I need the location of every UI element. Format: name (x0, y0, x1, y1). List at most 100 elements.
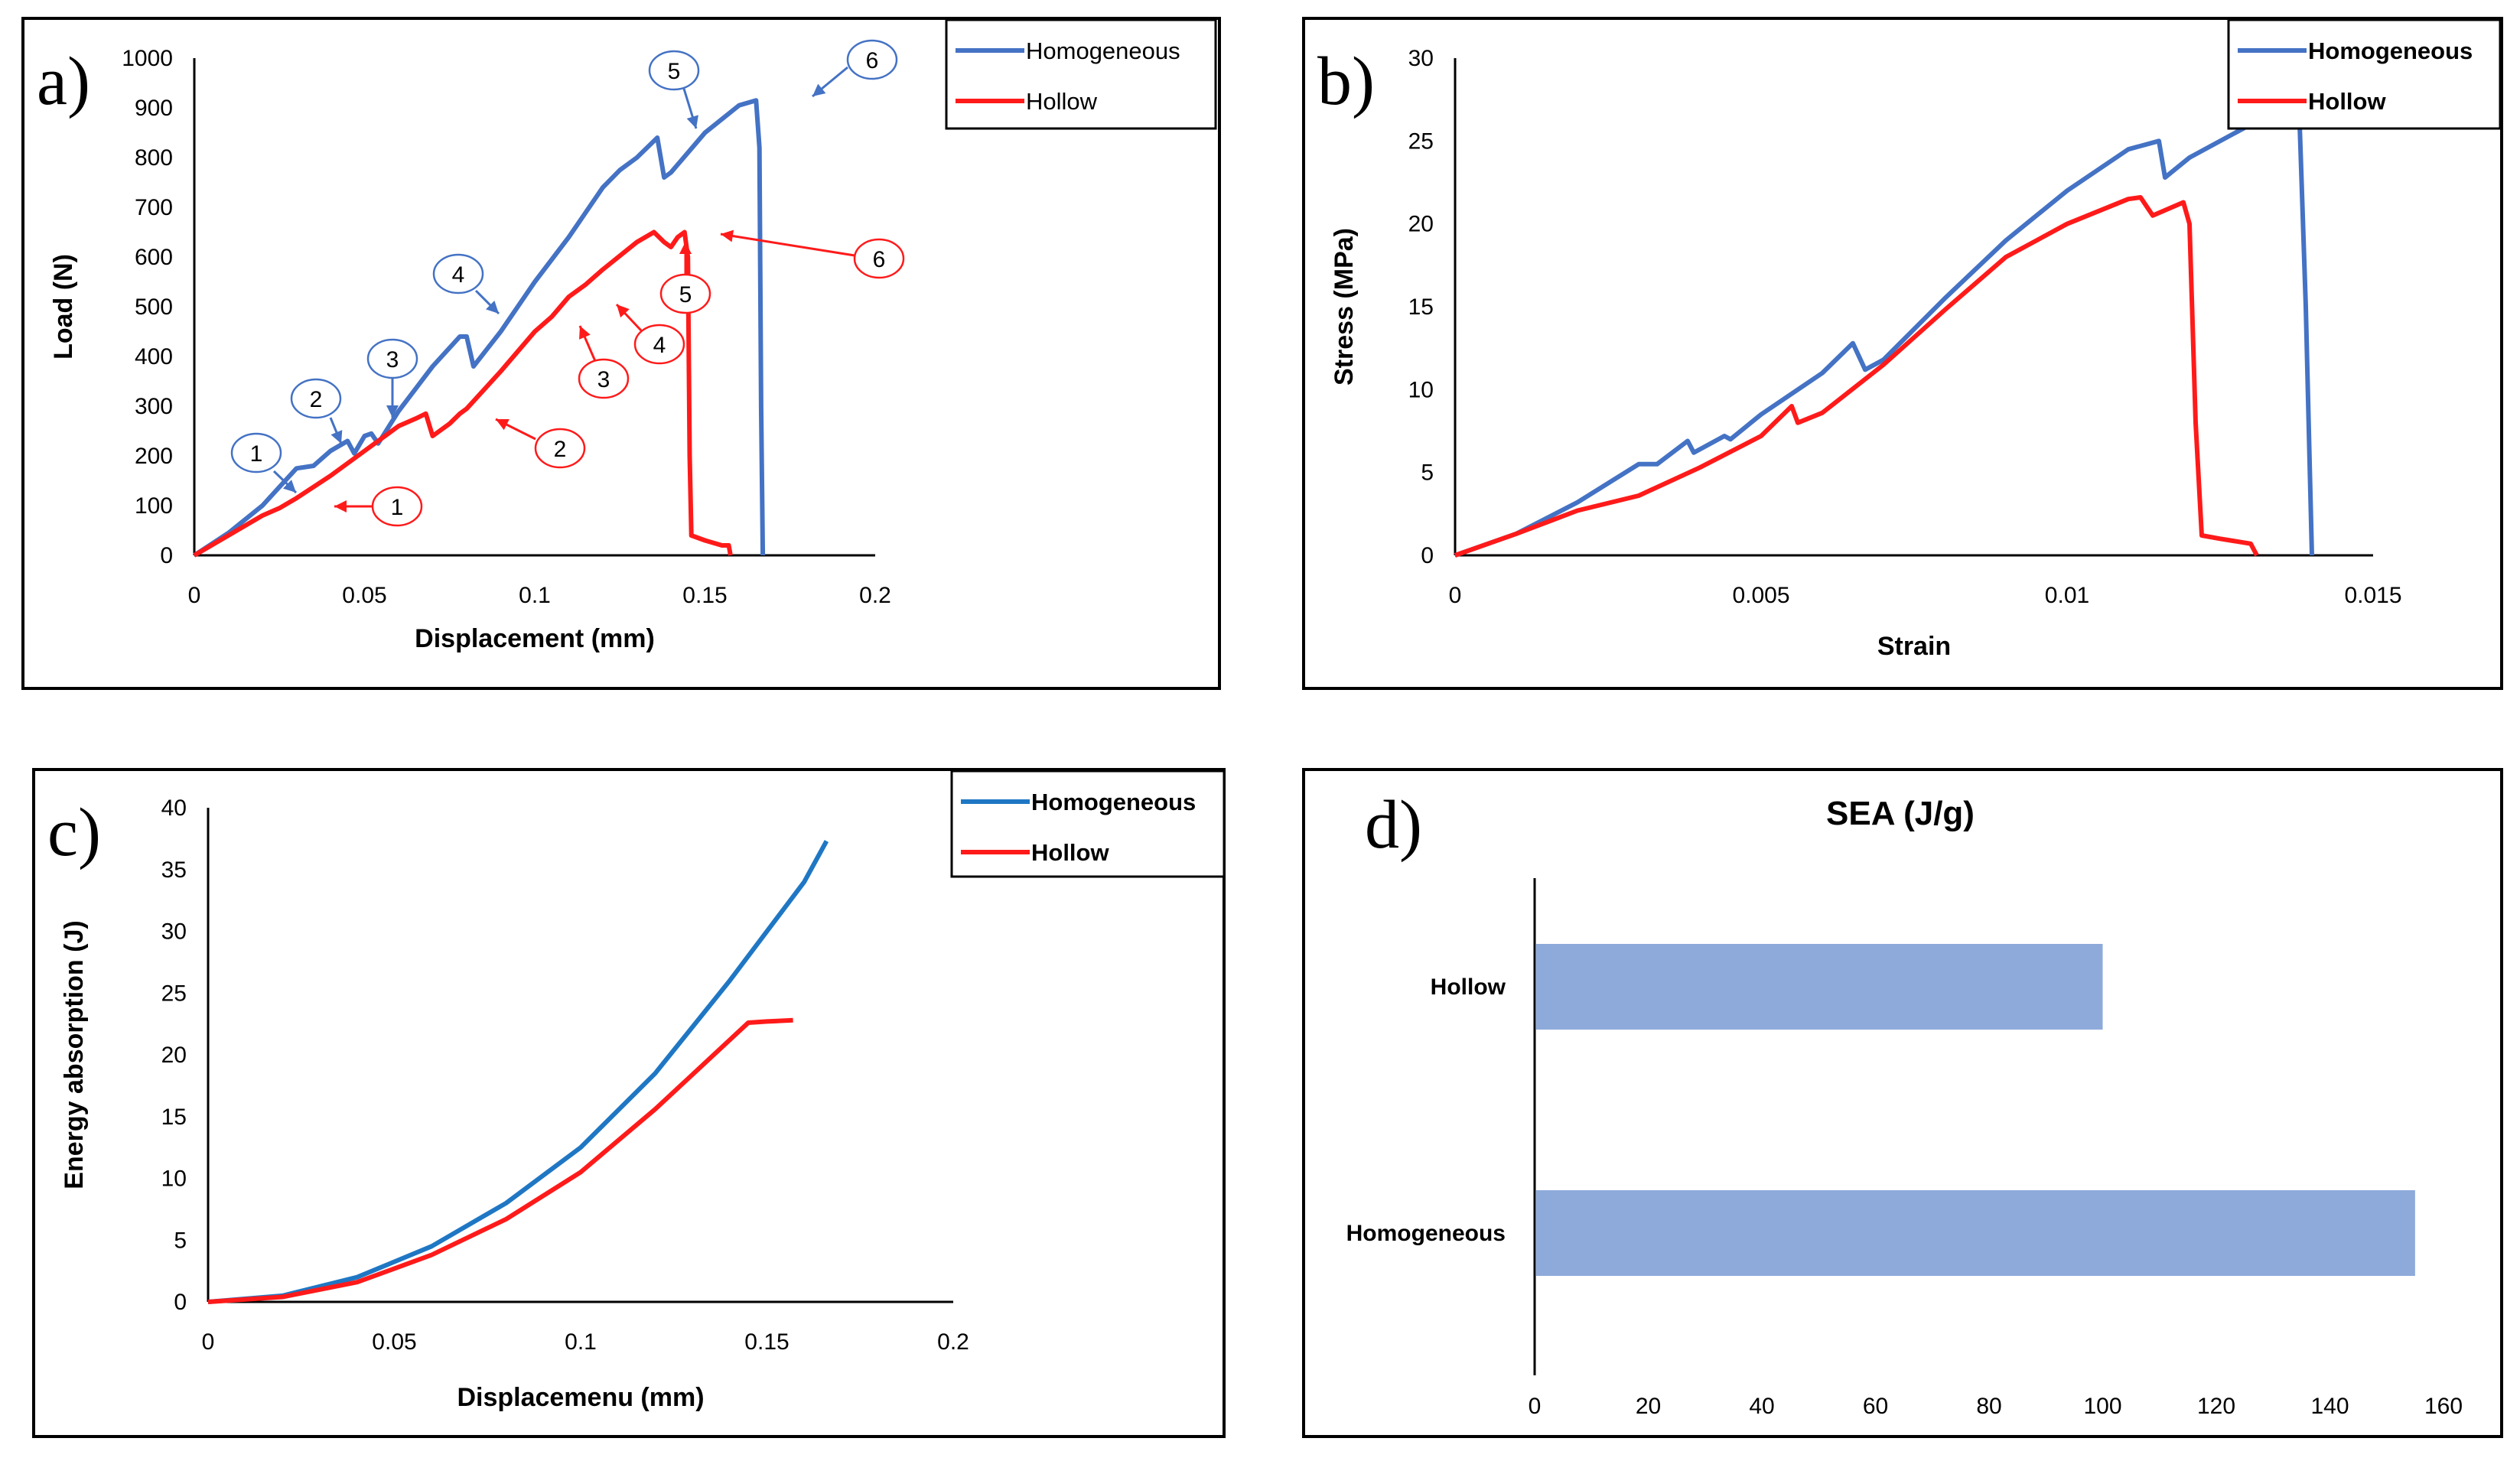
panel-c-energy-absorption: 0 5 10 15 20 25 30 35 40 0 0.05 0.1 0.15 0.2 Displacem… (32, 768, 1226, 1438)
y-tick-label: 400 (135, 344, 173, 369)
category-label: Homogeneous (1346, 1221, 1506, 1246)
y-tick-label: 100 (135, 493, 173, 519)
panel-label: d) (1365, 787, 1422, 863)
y-tick-label: 20 (161, 1043, 187, 1068)
legend-label: Hollow (2308, 88, 2386, 115)
x-tick-label: 0 (1449, 583, 1462, 608)
annotation-arrow-head (579, 326, 591, 340)
annotation-label: 3 (597, 367, 610, 392)
x-axis-label: Displacement (mm) (415, 624, 655, 653)
annotation-arrow-head (721, 229, 734, 242)
panel-label: b) (1317, 44, 1375, 119)
x-tick-label: 160 (2424, 1394, 2463, 1419)
x-tick-label: 0.005 (1732, 583, 1789, 608)
panel-label: c) (47, 795, 101, 870)
legend-box (945, 18, 1217, 130)
annotation-arrow-head (496, 419, 510, 431)
y-tick-label: 5 (174, 1228, 187, 1253)
annotation-arrow-head (334, 500, 347, 512)
x-axis-label: Strain (1877, 632, 1951, 661)
y-tick-label: 40 (161, 796, 187, 821)
annotation-circle (534, 428, 586, 469)
legend-box (2227, 18, 2502, 130)
y-tick-label: 30 (1408, 46, 1434, 71)
y-tick-label: 1000 (122, 46, 173, 71)
bar-homogeneous (1536, 1190, 2415, 1276)
annotation-label: 2 (310, 387, 323, 412)
y-tick-label: 15 (161, 1105, 187, 1130)
y-tick-label: 20 (1408, 212, 1434, 237)
annotation-arrow-head (486, 301, 499, 314)
y-tick-label: 10 (1408, 377, 1434, 402)
annotation-circle (578, 358, 630, 399)
legend-label: Homogeneous (1031, 789, 1196, 815)
y-axis-label: Load (N) (49, 254, 78, 360)
annotation-label: 5 (668, 59, 681, 84)
chart-c-svg: 0 5 10 15 20 25 30 35 40 0 0.05 0.1 0.15 0.2 Displacem… (47, 770, 1226, 1412)
x-tick-label: 0 (1529, 1394, 1542, 1419)
annotation-circle (366, 338, 418, 379)
annotation-arrow-head (330, 430, 343, 444)
annotation-label: 5 (679, 282, 692, 307)
chart-b-svg: 0 5 10 15 20 25 30 0 0.005 0.01 0.015 Strain Stress … (1317, 18, 2502, 661)
annotation-arrow-head (282, 480, 296, 493)
annotation-circle (371, 486, 423, 527)
series-line-hollow (207, 1017, 793, 1304)
y-tick-label: 25 (161, 981, 187, 1006)
legend-label: Hollow (1026, 88, 1098, 115)
panel-a-load-displacement: 0 100 200 300 400 500 600 700 800 900 1000 0 0.05 0.1… (21, 17, 1221, 690)
x-tick-label: 0.15 (682, 583, 727, 608)
x-tick-label: 0.05 (372, 1329, 416, 1355)
y-tick-label: 200 (135, 444, 173, 469)
annotation-arrow-head (679, 242, 692, 254)
y-tick-label: 600 (135, 245, 173, 270)
panel-label: a) (37, 44, 90, 119)
y-tick-label: 25 (1408, 129, 1434, 154)
annotation-circle (290, 378, 342, 419)
category-label: Hollow (1431, 975, 1506, 1000)
legend-label: Homogeneous (2308, 37, 2473, 64)
annotation-circle (648, 50, 700, 91)
annotation-arrow-line (720, 233, 855, 257)
panel-d-sea-bar-chart: d) SEA (J/g) Hollow Homogeneous 0 20 40 60 80 100… (1302, 768, 2503, 1438)
x-tick-label: 20 (1636, 1394, 1661, 1419)
annotation-arrow-head (812, 83, 826, 96)
y-axis-label: Stress (MPa) (1330, 228, 1359, 386)
x-tick-label: 0 (188, 583, 201, 608)
x-tick-label: 0.01 (2045, 583, 2089, 608)
annotation-label: 1 (391, 495, 404, 520)
x-tick-label: 60 (1863, 1394, 1888, 1419)
y-tick-label: 300 (135, 394, 173, 419)
legend-label: Hollow (1031, 839, 1109, 866)
x-tick-label: 140 (2310, 1394, 2349, 1419)
x-tick-label: 40 (1749, 1394, 1774, 1419)
bar-hollow (1536, 944, 2103, 1030)
x-tick-label: 120 (2197, 1394, 2235, 1419)
series-line-homogeneous (207, 840, 829, 1304)
legend-label: Homogeneous (1026, 37, 1180, 64)
x-tick-label: 100 (2083, 1394, 2121, 1419)
y-tick-label: 700 (135, 195, 173, 220)
chart-d-svg: d) SEA (J/g) Hollow Homogeneous 0 20 40 60 80 100… (1346, 787, 2463, 1419)
series-line-hollow (193, 229, 733, 558)
x-tick-label: 0.1 (519, 583, 551, 608)
x-tick-label: 0.05 (342, 583, 386, 608)
panel-b-stress-strain: 0 5 10 15 20 25 30 0 0.005 0.01 0.015 Strain Stress … (1302, 17, 2503, 690)
y-axis-label: Energy absorption (J) (60, 920, 89, 1189)
annotation-label: 6 (873, 247, 886, 272)
annotation-label: 4 (653, 333, 666, 358)
x-tick-label: 0 (202, 1329, 215, 1355)
series-line-homogeneous (193, 98, 766, 558)
annotation-arrow-head (617, 304, 630, 318)
x-tick-label: 0.2 (859, 583, 891, 608)
annotation-label: 2 (554, 437, 567, 462)
series-line-homogeneous (1454, 103, 2314, 558)
y-tick-label: 0 (1421, 543, 1434, 568)
y-tick-label: 800 (135, 145, 173, 171)
x-tick-label: 0.2 (937, 1329, 969, 1355)
series-line-hollow (1454, 195, 2259, 558)
x-tick-label: 0.15 (744, 1329, 789, 1355)
y-tick-label: 0 (174, 1290, 187, 1315)
y-tick-label: 900 (135, 96, 173, 121)
annotation-arrow-head (686, 115, 698, 129)
